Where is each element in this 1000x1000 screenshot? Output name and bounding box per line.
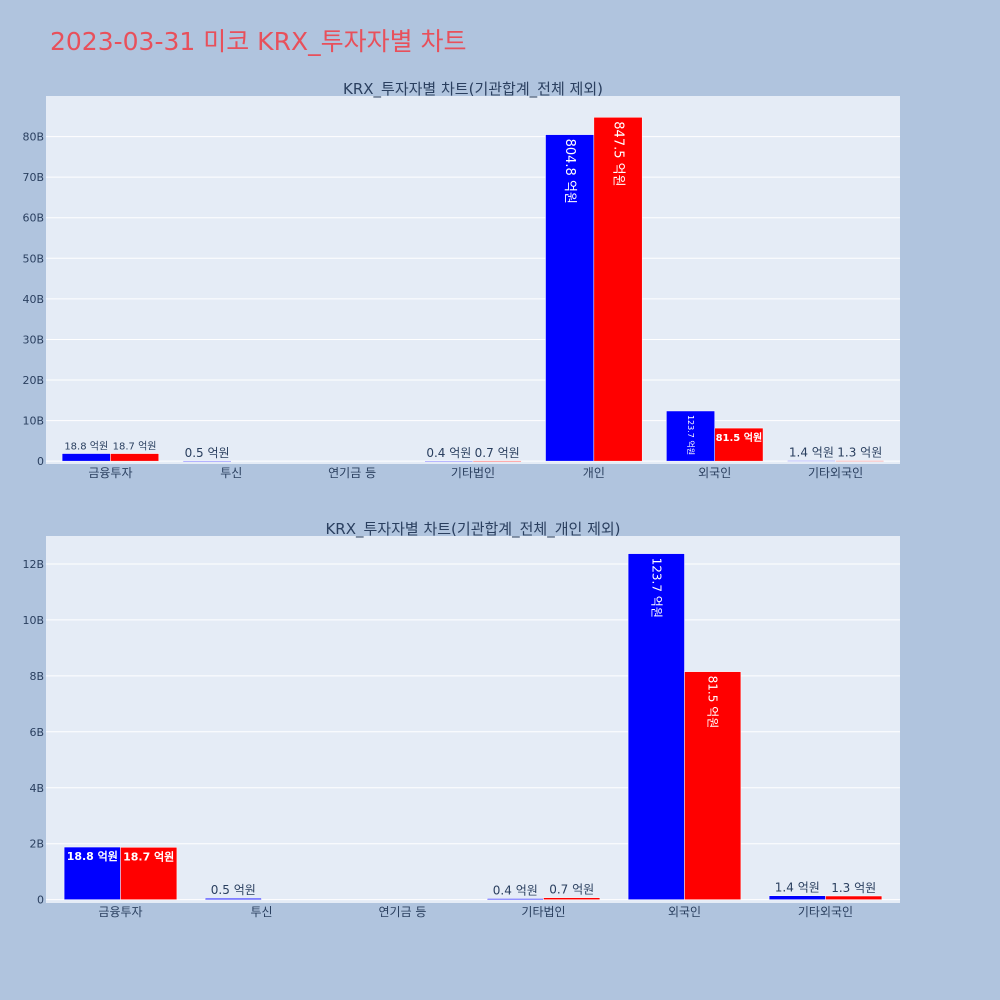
y-tick-label: 4B xyxy=(29,782,44,795)
x-tick-label: 기타법인 xyxy=(451,466,495,480)
y-tick-label: 12B xyxy=(22,558,44,571)
data-label: 804.8 억원 xyxy=(562,139,577,204)
data-label: 81.5 억원 xyxy=(716,431,763,444)
bar xyxy=(835,460,885,462)
bar xyxy=(61,453,111,462)
bar xyxy=(825,895,883,900)
bar xyxy=(63,846,121,900)
x-tick-label: 개인 xyxy=(583,466,605,480)
x-tick-label: 외국인 xyxy=(668,905,701,919)
y-tick-label: 0 xyxy=(37,894,44,907)
data-label: 847.5 억원 xyxy=(611,121,626,186)
bar xyxy=(424,460,474,463)
x-tick-label: 기타외국인 xyxy=(798,905,853,919)
x-tick-label: 외국인 xyxy=(698,466,731,480)
bar xyxy=(486,898,544,900)
chart-krx-investor-excl-institution-individual: KRX_투자자별 차트(기관합계_전체_개인 제외) 0 2B 4B 6B 8B 10B 12… xyxy=(22,520,900,919)
y-tick-label: 20B xyxy=(22,374,44,387)
y-tick-label: 10B xyxy=(22,614,44,627)
x-tick-label: 연기금 등 xyxy=(379,905,427,919)
bar xyxy=(684,671,742,900)
y-tick-label: 2B xyxy=(29,838,44,851)
x-tick-label: 기타외국인 xyxy=(808,466,863,480)
data-label: 18.7 억원 xyxy=(123,849,174,863)
data-label: 1.4 억원 xyxy=(789,446,834,460)
bar xyxy=(543,897,601,900)
bar xyxy=(472,460,522,462)
y-tick-label: 0 xyxy=(37,455,44,468)
data-label: 18.8 억원 xyxy=(64,441,108,453)
y-tick-label: 80B xyxy=(22,131,44,144)
chart-subtitle: KRX_투자자별 차트(기관합계_전체_개인 제외) xyxy=(325,520,620,539)
data-label: 123.7 억원 xyxy=(686,415,696,455)
y-tick-label: 6B xyxy=(29,726,44,739)
chart-subtitle: KRX_투자자별 차트(기관합계_전체 제외) xyxy=(343,80,603,99)
data-label: 0.7 억원 xyxy=(475,446,520,460)
x-tick-label: 투신 xyxy=(250,905,272,919)
y-tick-label: 30B xyxy=(22,333,44,346)
y-tick-label: 50B xyxy=(22,252,44,265)
bar xyxy=(786,460,836,462)
data-label: 1.3 억원 xyxy=(837,446,882,460)
x-tick-label: 투신 xyxy=(220,466,242,480)
chart-krx-investor-excl-institution: KRX_투자자별 차트(기관합계_전체 제외) 0 10B 20B 30B 40B 50B 6… xyxy=(22,80,900,480)
data-label: 18.7 억원 xyxy=(113,441,157,453)
x-tick-label: 연기금 등 xyxy=(328,466,376,480)
y-tick-label: 40B xyxy=(22,293,44,306)
bar xyxy=(120,847,178,900)
data-label: 1.3 억원 xyxy=(831,881,876,895)
bar xyxy=(182,460,232,463)
bar xyxy=(714,427,764,462)
bar xyxy=(545,134,595,462)
x-tick-label: 금융투자 xyxy=(88,466,132,480)
bar xyxy=(627,553,685,900)
x-tick-label: 기타법인 xyxy=(521,905,565,919)
data-label: 0.4 억원 xyxy=(493,884,538,898)
data-label: 0.5 억원 xyxy=(185,446,230,460)
data-label: 18.8 억원 xyxy=(67,849,118,863)
y-tick-label: 10B xyxy=(22,415,44,428)
x-tick-label: 금융투자 xyxy=(98,905,142,919)
data-label: 0.4 억원 xyxy=(426,446,471,460)
main-title: 2023-03-31 미코 KRX_투자자별 차트 xyxy=(50,27,467,56)
data-label: 81.5 억원 xyxy=(706,676,720,729)
data-label: 123.7 억원 xyxy=(649,558,663,618)
plot-area xyxy=(46,536,900,903)
y-tick-label: 70B xyxy=(22,171,44,184)
plot-area xyxy=(46,96,900,464)
y-tick-label: 60B xyxy=(22,212,44,225)
y-tick-label: 8B xyxy=(29,670,44,683)
bar xyxy=(110,453,160,462)
data-label: 0.7 억원 xyxy=(549,883,594,897)
data-label: 0.5 억원 xyxy=(211,883,256,897)
bar xyxy=(593,117,643,462)
bar xyxy=(768,895,826,900)
data-label: 1.4 억원 xyxy=(775,881,820,895)
bar xyxy=(204,897,262,900)
bar xyxy=(666,410,715,462)
